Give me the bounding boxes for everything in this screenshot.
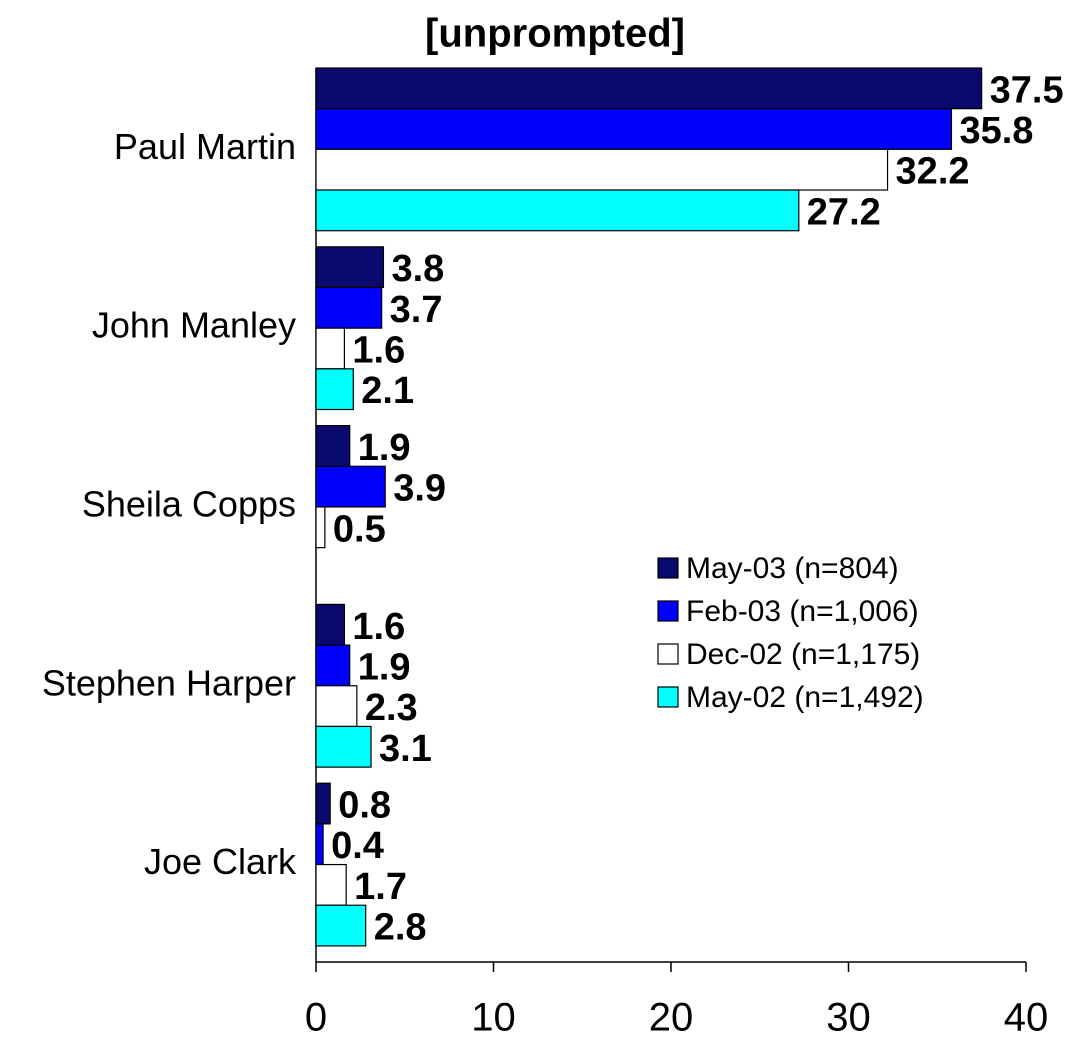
bar bbox=[315, 189, 800, 232]
x-tick-label: 20 bbox=[649, 996, 694, 1037]
value-label: 27.2 bbox=[807, 191, 881, 233]
value-label: 1.9 bbox=[358, 646, 411, 688]
value-label: 37.5 bbox=[990, 69, 1064, 111]
value-label: 35.8 bbox=[959, 110, 1033, 152]
value-label: 3.9 bbox=[393, 468, 446, 510]
value-label: 3.7 bbox=[390, 289, 443, 331]
value-label: 1.7 bbox=[354, 866, 407, 908]
bar bbox=[315, 108, 953, 150]
category-label: Paul Martin bbox=[114, 126, 296, 167]
legend-swatch bbox=[657, 686, 679, 708]
bar bbox=[315, 782, 331, 825]
value-label: 2.3 bbox=[365, 687, 418, 729]
value-label: 0.4 bbox=[331, 825, 384, 867]
value-label: 0.8 bbox=[338, 785, 391, 827]
bar bbox=[315, 644, 351, 687]
x-tick-label: 0 bbox=[305, 996, 327, 1037]
legend-swatch bbox=[657, 557, 679, 579]
legend-label: Dec-02 (n=1,175) bbox=[686, 638, 920, 671]
value-label: 32.2 bbox=[896, 151, 970, 193]
bar bbox=[315, 725, 372, 768]
bar bbox=[315, 823, 324, 866]
bar bbox=[315, 465, 386, 508]
x-tick-label: 30 bbox=[826, 996, 871, 1037]
value-label: 1.9 bbox=[358, 427, 411, 469]
x-tick-label: 40 bbox=[1004, 996, 1049, 1037]
value-label: 2.8 bbox=[374, 907, 427, 949]
legend-swatch bbox=[657, 600, 679, 622]
category-label: John Manley bbox=[92, 305, 296, 346]
legend-label: May-02 (n=1,492) bbox=[686, 681, 924, 714]
bar bbox=[315, 425, 351, 467]
value-label: 3.8 bbox=[391, 248, 444, 290]
legend-label: Feb-03 (n=1,006) bbox=[686, 595, 919, 628]
category-label: Stephen Harper bbox=[42, 662, 296, 703]
bar bbox=[315, 368, 354, 411]
bar bbox=[315, 863, 347, 906]
bar bbox=[315, 286, 383, 329]
value-label: 1.6 bbox=[352, 606, 405, 648]
category-label: Joe Clark bbox=[144, 841, 297, 882]
bar bbox=[315, 685, 358, 728]
bar bbox=[315, 904, 367, 947]
value-label: 3.1 bbox=[379, 728, 432, 770]
chart-title: [unprompted] bbox=[425, 12, 685, 56]
x-tick-label: 10 bbox=[471, 996, 516, 1037]
bar bbox=[315, 603, 345, 646]
legend-swatch bbox=[657, 643, 679, 665]
value-label: 2.1 bbox=[361, 370, 414, 412]
bar bbox=[315, 506, 326, 549]
bar bbox=[315, 67, 983, 110]
bar bbox=[315, 246, 385, 289]
category-label: Sheila Copps bbox=[82, 483, 296, 524]
value-label: 0.5 bbox=[333, 508, 386, 550]
value-label: 1.6 bbox=[352, 330, 405, 372]
legend-label: May-03 (n=804) bbox=[686, 552, 899, 585]
bar bbox=[315, 327, 345, 370]
bar bbox=[315, 148, 889, 191]
